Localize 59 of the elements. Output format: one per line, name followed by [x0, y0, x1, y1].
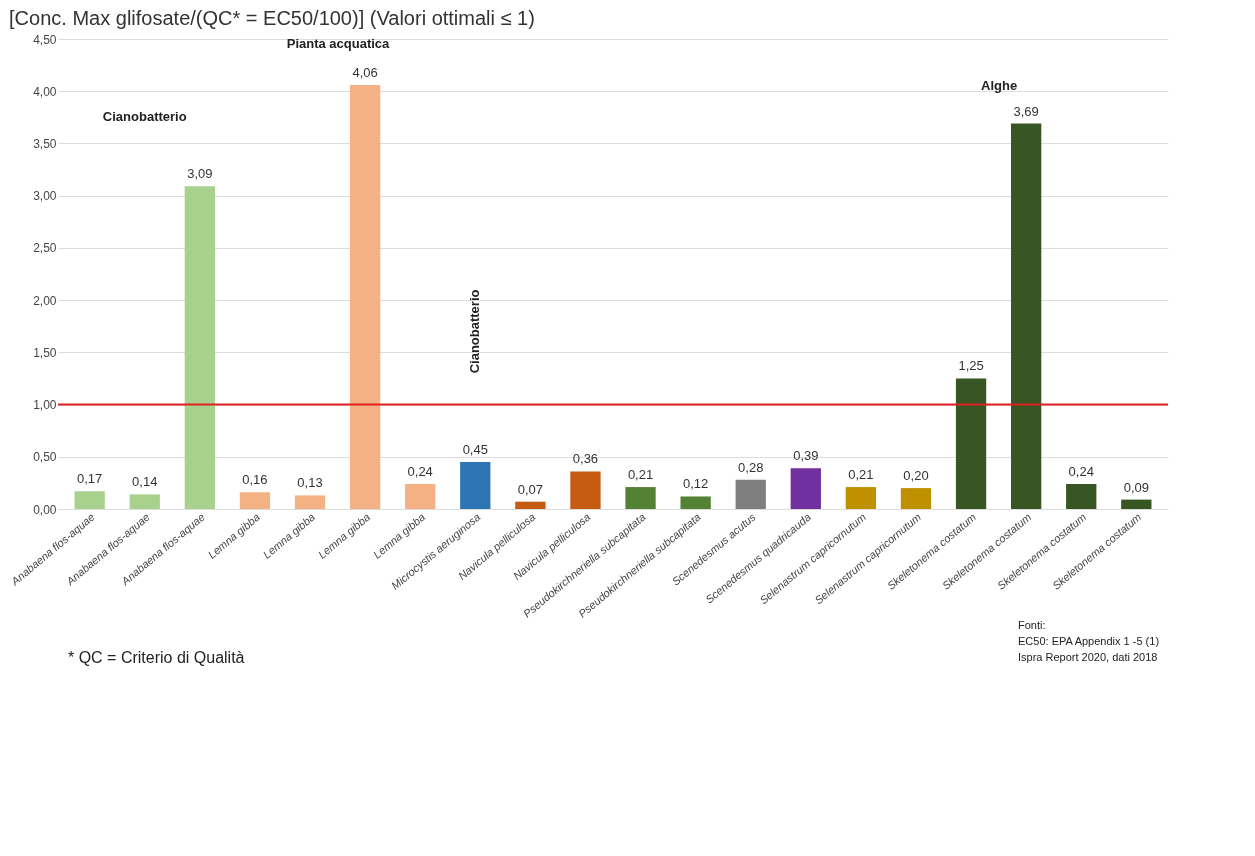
bar: [570, 471, 601, 509]
data-label: 0,20: [903, 468, 929, 484]
y-tick-label: 3,00: [33, 189, 57, 204]
y-tick-label: 4,00: [33, 84, 57, 99]
data-label: 0,21: [627, 467, 654, 483]
y-tick-label: 2,00: [33, 293, 57, 308]
data-label: 0,39: [793, 448, 819, 464]
data-label: 0,16: [242, 472, 268, 488]
bar: [1011, 123, 1042, 509]
data-label: 0,14: [132, 474, 158, 490]
bar: [349, 84, 381, 509]
data-label: 0,24: [407, 463, 433, 479]
bar: [1066, 483, 1097, 509]
bar: [900, 488, 932, 509]
bar: [515, 501, 546, 509]
bar: [74, 491, 105, 509]
data-label: 0,13: [297, 475, 323, 491]
data-label: 0,09: [1123, 479, 1149, 495]
annotation: Cianobatterio: [102, 109, 187, 125]
data-label: 4,06: [352, 64, 378, 80]
text: Fonti:: [1018, 619, 1046, 631]
annotation: Alghe: [981, 78, 1018, 93]
data-label: 1,25: [958, 358, 984, 374]
data-label: 0,21: [848, 467, 874, 483]
y-tick-label: 1,50: [33, 345, 57, 360]
bar: [294, 495, 326, 509]
bar: [184, 186, 215, 509]
annotation: Pianta acquatica: [286, 36, 391, 52]
y-tick-label: 2,50: [33, 241, 57, 256]
y-tick-label: 0,00: [33, 502, 57, 517]
data-label: 3,09: [187, 166, 213, 182]
bar: [625, 487, 656, 509]
annotation: Cianobatterio: [467, 289, 483, 374]
text: * QC = Criterio di Qualità: [68, 649, 245, 666]
data-label: 0,24: [1068, 463, 1094, 479]
data-label: 3,69: [1013, 103, 1039, 119]
bar: [460, 462, 491, 509]
chart-title: [Conc. Max glifosate/(QC* = EC50/100)] (Valori ottimali ≤ 1): [9, 7, 535, 29]
data-label: 0,12: [682, 476, 709, 492]
data-label: 0,17: [77, 471, 103, 487]
bar: [680, 496, 711, 509]
text: EC50: EPA Appendix 1 -5 (1): [1018, 635, 1160, 647]
bar: [790, 468, 821, 509]
data-label: 0,28: [738, 459, 764, 475]
data-label: 0,07: [517, 481, 544, 497]
y-tick-label: 0,50: [33, 450, 57, 465]
bar: [845, 487, 877, 509]
y-tick-label: 3,50: [33, 136, 57, 151]
bar: [955, 378, 987, 509]
data-label: 0,36: [572, 451, 599, 467]
data-label: 0,45: [462, 442, 488, 457]
bar: [405, 483, 436, 509]
y-tick-label: 4,50: [33, 32, 57, 47]
bar: [239, 492, 271, 509]
bar: [129, 494, 160, 509]
y-tick-label: 1,00: [33, 398, 57, 413]
bar: [735, 479, 766, 509]
text: Ispra Report 2020, dati 2018: [1018, 651, 1158, 663]
bar: [1121, 499, 1152, 509]
